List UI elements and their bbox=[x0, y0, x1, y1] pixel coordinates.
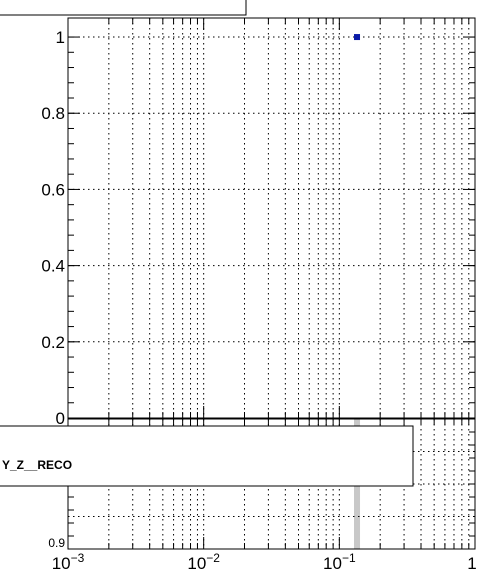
y-tick-label: 1 bbox=[56, 28, 65, 47]
x-tick-label: 10−1 bbox=[323, 551, 356, 570]
y-tick-label: 0.6 bbox=[41, 180, 65, 199]
y-tick-label: 0 bbox=[56, 409, 65, 428]
y-tick-label: 0.8 bbox=[41, 104, 65, 123]
y-tick-label: 0.4 bbox=[41, 257, 65, 276]
upper-plot-frame bbox=[67, 17, 476, 419]
legend-label: Y_Z__RECO bbox=[2, 458, 72, 472]
data-point bbox=[354, 34, 361, 41]
upper-points bbox=[354, 34, 361, 41]
upper-tick-labels: 0 0.2 0.4 0.6 0.8 1 bbox=[41, 28, 65, 428]
title-box bbox=[0, 0, 247, 16]
x-tick-label: 10−2 bbox=[187, 551, 220, 570]
y-tick-label: 0.2 bbox=[41, 333, 65, 352]
lower-tick-labels: 0.910−3 10−2 10−1 1 bbox=[48, 536, 476, 570]
upper-grid bbox=[68, 18, 475, 418]
upper-ticks bbox=[67, 18, 476, 419]
x-tick-label: 1 bbox=[467, 554, 476, 570]
x-tick-label: 10−3 bbox=[52, 551, 85, 570]
legend-box bbox=[0, 425, 414, 487]
y-tick-label: 0.9 bbox=[48, 536, 65, 550]
